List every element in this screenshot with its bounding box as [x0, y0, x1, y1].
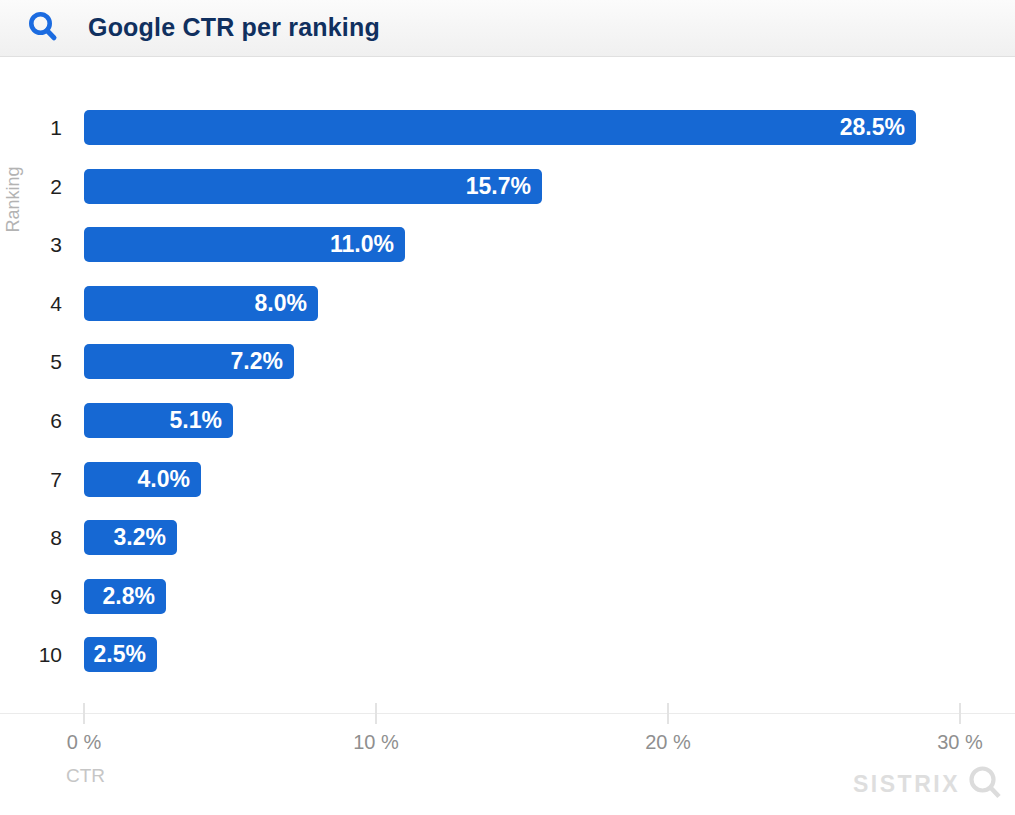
bar-value-label: 3.2%	[114, 520, 166, 555]
rank-label: 5	[0, 344, 62, 379]
bar-chart: Ranking CTR 128.5%215.7%311.0%48.0%57.2%…	[0, 57, 1015, 815]
rank-label: 10	[0, 637, 62, 672]
bar-value-label: 28.5%	[840, 110, 905, 145]
rank-label: 9	[0, 579, 62, 614]
rank-label: 6	[0, 403, 62, 438]
rank-label: 4	[0, 286, 62, 321]
ctr-bar-rank-9[interactable]: 2.8%	[84, 579, 166, 614]
page-title: Google CTR per ranking	[88, 13, 380, 42]
x-axis-tick-label: 30 %	[920, 731, 1000, 754]
x-axis-tick	[83, 703, 85, 724]
x-axis-tick-label: 0 %	[44, 731, 124, 754]
sistrix-logo-text: SISTRIX	[853, 771, 960, 798]
ctr-bar-rank-5[interactable]: 7.2%	[84, 344, 294, 379]
ctr-bar-rank-10[interactable]: 2.5%	[84, 637, 157, 672]
x-axis-label: CTR	[66, 765, 105, 787]
x-axis-tick	[959, 703, 961, 724]
ctr-bar-rank-2[interactable]: 15.7%	[84, 169, 542, 204]
ctr-bar-rank-1[interactable]: 28.5%	[84, 110, 916, 145]
rank-label: 3	[0, 227, 62, 262]
x-axis-tick	[375, 703, 377, 724]
x-axis-tick-label: 20 %	[628, 731, 708, 754]
sistrix-watermark[interactable]: SISTRIX	[853, 765, 1003, 803]
bar-value-label: 5.1%	[170, 403, 222, 438]
x-axis-tick	[667, 703, 669, 724]
ctr-bar-rank-4[interactable]: 8.0%	[84, 286, 318, 321]
chart-header: Google CTR per ranking	[0, 0, 1015, 57]
x-axis-tick-label: 10 %	[336, 731, 416, 754]
x-axis-line	[0, 713, 1015, 714]
ctr-bar-rank-3[interactable]: 11.0%	[84, 227, 405, 262]
ctr-bar-rank-7[interactable]: 4.0%	[84, 462, 201, 497]
bar-value-label: 2.8%	[103, 579, 155, 614]
magnifier-icon	[26, 10, 60, 44]
rank-label: 2	[0, 169, 62, 204]
bar-value-label: 15.7%	[466, 169, 531, 204]
bar-value-label: 2.5%	[94, 637, 146, 672]
ctr-bar-rank-8[interactable]: 3.2%	[84, 520, 177, 555]
rank-label: 7	[0, 462, 62, 497]
rank-label: 1	[0, 110, 62, 145]
ctr-bar-rank-6[interactable]: 5.1%	[84, 403, 233, 438]
bar-value-label: 11.0%	[330, 227, 394, 262]
bar-value-label: 7.2%	[231, 344, 283, 379]
bar-value-label: 8.0%	[255, 286, 307, 321]
magnifier-icon	[967, 765, 1003, 803]
rank-label: 8	[0, 520, 62, 555]
bar-value-label: 4.0%	[138, 462, 190, 497]
